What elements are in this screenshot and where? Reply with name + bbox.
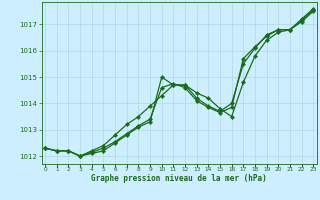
X-axis label: Graphe pression niveau de la mer (hPa): Graphe pression niveau de la mer (hPa) — [91, 174, 267, 183]
